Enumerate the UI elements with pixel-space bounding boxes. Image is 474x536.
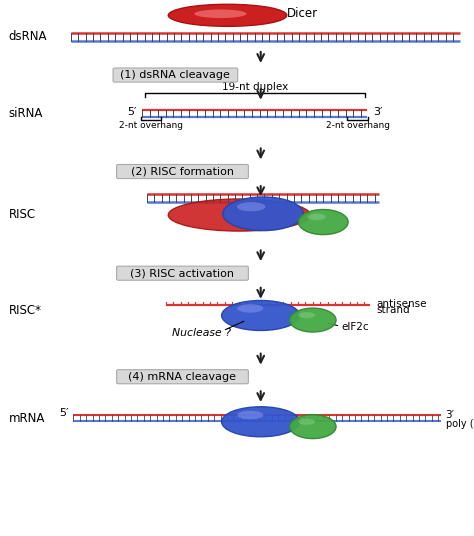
Ellipse shape [222, 301, 300, 331]
Text: siRNA: siRNA [9, 107, 43, 120]
Text: (4) mRNA cleavage: (4) mRNA cleavage [128, 372, 237, 382]
Ellipse shape [299, 210, 348, 235]
Text: 19-nt duplex: 19-nt duplex [222, 81, 288, 92]
Text: 2-nt overhang: 2-nt overhang [326, 121, 390, 130]
Text: 5′: 5′ [127, 107, 137, 117]
Ellipse shape [308, 213, 326, 220]
Text: antisense: antisense [377, 299, 428, 309]
Text: RISC: RISC [9, 208, 36, 221]
Ellipse shape [290, 415, 336, 438]
Text: dsRNA: dsRNA [9, 30, 47, 43]
Ellipse shape [168, 199, 310, 231]
Ellipse shape [290, 308, 336, 332]
Ellipse shape [223, 197, 303, 230]
Text: 3′: 3′ [373, 107, 383, 117]
Ellipse shape [237, 304, 264, 312]
Ellipse shape [168, 4, 287, 26]
Text: poly (A): poly (A) [446, 419, 474, 429]
Text: RISC*: RISC* [9, 304, 42, 317]
Ellipse shape [237, 411, 264, 419]
Text: mRNA: mRNA [9, 412, 45, 425]
Text: (3) RISC activation: (3) RISC activation [130, 268, 235, 278]
FancyBboxPatch shape [117, 370, 248, 384]
Ellipse shape [299, 312, 315, 318]
Text: (2) RISC formation: (2) RISC formation [131, 167, 234, 176]
FancyBboxPatch shape [117, 266, 248, 280]
Text: 2-nt overhang: 2-nt overhang [119, 121, 183, 130]
Text: (1) dsRNA cleavage: (1) dsRNA cleavage [120, 70, 230, 80]
Text: 3′: 3′ [446, 410, 455, 420]
FancyBboxPatch shape [113, 68, 238, 82]
Text: Dicer: Dicer [287, 8, 318, 20]
Text: strand: strand [377, 306, 410, 315]
Ellipse shape [299, 419, 315, 425]
Ellipse shape [194, 10, 246, 18]
Text: Nuclease ?: Nuclease ? [172, 328, 231, 338]
FancyBboxPatch shape [117, 165, 248, 178]
Text: eIF2c: eIF2c [341, 322, 369, 332]
Text: 5′: 5′ [59, 408, 69, 419]
Ellipse shape [222, 407, 300, 437]
Ellipse shape [237, 202, 265, 211]
